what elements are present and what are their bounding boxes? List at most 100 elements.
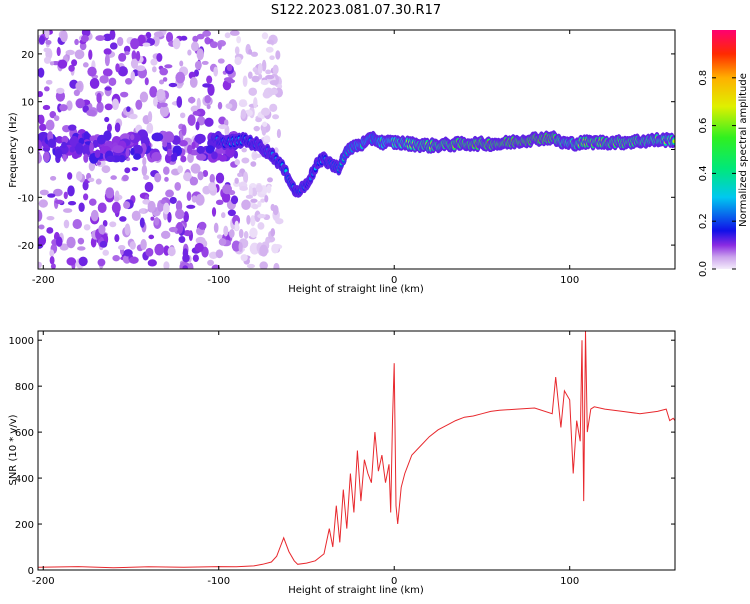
spectrogram-noise-blob	[275, 50, 281, 60]
spectrogram-ytick-label: -20	[18, 241, 34, 252]
spectrogram-xtick-label: 0	[391, 275, 397, 286]
spectrogram-noise-blob	[206, 75, 213, 84]
spectrogram-noise-band	[89, 141, 94, 154]
spectrogram-noise-blob	[202, 83, 211, 88]
spectrogram-noise-blob	[65, 49, 75, 56]
spectrogram-noise-blob	[120, 91, 129, 98]
colorbar-tick-label: 0.2	[698, 213, 709, 229]
spectrogram-noise-blob	[177, 165, 184, 174]
spectrogram-noise-blob	[139, 217, 145, 228]
spectrogram-noise-blob	[63, 191, 68, 200]
spectrogram-noise-blob	[266, 184, 272, 194]
spectrogram-noise-blob	[243, 231, 249, 239]
spectrogram-noise-blob	[264, 194, 269, 203]
spectrogram-noise-band	[162, 140, 168, 148]
spectrogram-noise-blob	[198, 221, 207, 230]
colorbar-tick-label: 0.4	[698, 165, 709, 181]
spectrogram-noise-blob	[154, 243, 165, 256]
spectrogram-noise-blob	[130, 38, 140, 50]
spectrogram-noise-blob	[101, 165, 111, 174]
spectrogram-ytick-label: 10	[21, 98, 34, 109]
spectrogram-noise-blob	[209, 173, 215, 184]
spectrogram-noise-blob	[131, 210, 141, 222]
spectrogram-noise-blob	[59, 243, 69, 251]
spectrogram-noise-blob	[38, 153, 42, 164]
spectrogram-noise-blob	[260, 198, 266, 203]
spectrogram-noise-blob	[95, 178, 102, 185]
spectrogram-noise-band	[151, 151, 162, 162]
spectrogram-noise-blob	[45, 119, 55, 131]
colorbar-label: Normalized spectral amplitude	[738, 73, 749, 227]
spectrogram-noise-blob	[118, 244, 126, 251]
spectrogram-noise-blob	[253, 97, 258, 109]
spectrogram-noise-blob	[43, 56, 51, 64]
spectrogram-noise-blob	[147, 259, 157, 267]
spectrogram-noise-band	[205, 145, 215, 154]
spectrogram-noise-blob	[168, 82, 178, 88]
spectrogram-noise-blob	[175, 208, 185, 220]
spectrogram-noise-blob	[140, 238, 147, 251]
spectrogram-noise-blob	[234, 177, 239, 184]
spectrogram-noise-band	[151, 132, 164, 142]
spectrogram-noise-blob	[38, 261, 42, 269]
spectrogram-noise-blob	[223, 119, 229, 127]
spectrogram-noise-blob	[104, 54, 110, 67]
spectrogram-noise-blob	[238, 100, 248, 108]
spectrogram-noise-blob	[204, 117, 214, 127]
spectrogram-noise-blob	[119, 216, 127, 222]
spectrogram-noise-blob	[209, 41, 218, 49]
spectrogram-noise-blob	[147, 200, 156, 213]
spectrogram-noise-blob	[88, 177, 95, 183]
spectrogram-noise-blob	[99, 75, 109, 84]
spectrogram-noise-band	[38, 141, 42, 152]
spectrogram-noise-blob	[255, 117, 263, 123]
snr-series-line	[38, 331, 675, 569]
spectrogram-noise-blob	[178, 236, 186, 243]
spectrogram-noise-band	[94, 149, 101, 159]
spectrogram-noise-blob	[240, 108, 247, 120]
snr-ytick-label: 400	[15, 474, 34, 485]
spectrogram-noise-blob	[163, 202, 170, 215]
spectrogram-noise-blob	[56, 46, 61, 57]
spectrogram-noise-blob	[215, 172, 225, 184]
spectrogram-noise-blob	[165, 31, 174, 43]
spectrogram-noise-blob	[196, 33, 205, 40]
spectrogram-marks	[38, 30, 675, 269]
spectrogram-noise-blob	[103, 48, 112, 55]
spectrogram-noise-blob	[78, 256, 88, 267]
spectrogram-noise-blob	[234, 56, 242, 66]
spectrogram-noise-band	[47, 138, 57, 149]
spectrogram-noise-blob	[111, 201, 121, 214]
spectrogram-noise-blob	[217, 101, 223, 110]
spectrogram-noise-blob	[95, 35, 106, 41]
spectrogram-noise-blob	[109, 221, 117, 228]
spectrogram-noise-blob	[72, 218, 82, 230]
spectrogram-noise-blob	[251, 75, 260, 83]
spectrogram-noise-blob	[187, 49, 192, 56]
spectrogram-xtick-label: -100	[207, 275, 230, 286]
spectrogram-noise-blob	[172, 38, 181, 50]
spectrogram-noise-blob	[204, 37, 211, 45]
spectrogram-noise-blob	[176, 96, 183, 108]
spectrogram-noise-blob	[129, 113, 138, 120]
spectrogram-noise-blob	[216, 234, 223, 239]
spectrogram-noise-blob	[38, 209, 43, 222]
spectrogram-noise-blob	[182, 265, 188, 269]
spectrogram-noise-blob	[53, 115, 60, 122]
spectrogram-noise-blob	[202, 169, 209, 178]
spectrogram-noise-blob	[257, 62, 263, 75]
spectrogram-noise-blob	[42, 104, 51, 111]
spectrogram-noise-blob	[144, 77, 149, 86]
spectrogram-noise-blob	[102, 68, 113, 77]
spectrogram-noise-blob	[152, 66, 157, 73]
spectrogram-noise-blob	[257, 222, 265, 230]
colorbar: 0.0 0.2 0.4 0.6 0.8 Normalized spectral ampl…	[698, 30, 749, 277]
spectrogram-noise-blob	[44, 30, 50, 39]
spectrogram-noise-blob	[144, 181, 154, 193]
spectrogram-noise-blob	[164, 64, 173, 69]
spectrogram-noise-blob	[213, 66, 219, 77]
colorbar-tick-label: 0.0	[698, 261, 709, 277]
spectrogram-noise-blob	[63, 208, 73, 213]
spectrogram-noise-blob	[266, 39, 274, 45]
snr-ylabel: SNR (10 * v/v)	[8, 414, 19, 485]
